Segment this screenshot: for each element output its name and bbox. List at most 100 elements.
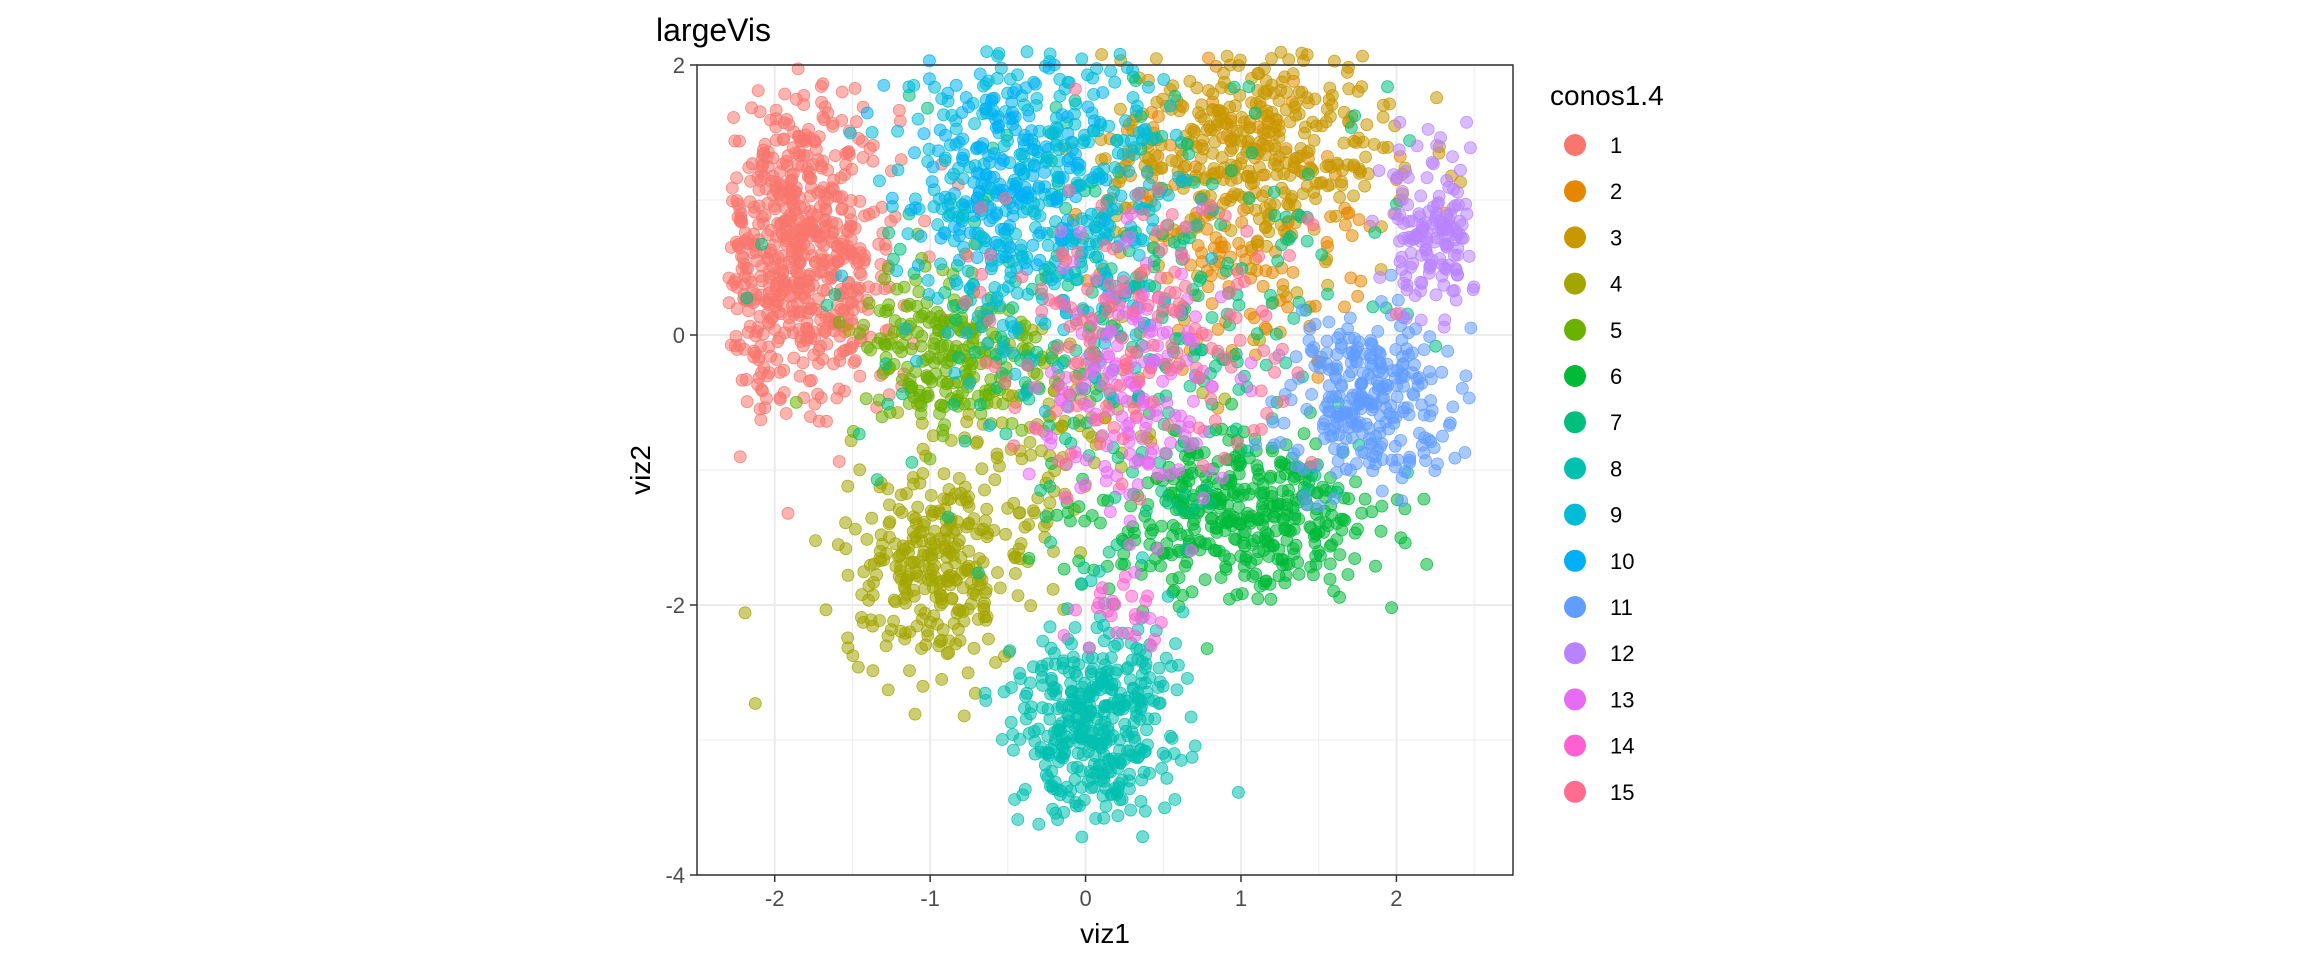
scatter-point [1156,374,1169,388]
legend-key-10 [1564,549,1586,572]
scatter-point [1172,170,1185,184]
scatter-point [1383,97,1396,111]
scatter-point [1064,301,1078,315]
scatter-point [1375,295,1388,308]
scatter-point [1201,280,1215,294]
plot-panel [696,45,1514,876]
scatter-point [1069,147,1082,161]
scatter-point [1400,342,1413,356]
scatter-point [1070,399,1084,413]
scatter-point [729,273,742,287]
scatter-point [1165,573,1179,586]
scatter-point [1464,141,1477,155]
scatter-point [1228,99,1242,113]
scatter-point [811,186,824,200]
scatter-point [1113,743,1126,757]
scatter-point [1115,773,1129,787]
scatter-point [1023,435,1037,449]
scatter-point [960,415,974,429]
scatter-point [987,91,1001,105]
scatter-point [1360,118,1374,132]
scatter-point [1460,207,1474,221]
scatter-point [997,222,1011,236]
scatter-point [851,660,865,674]
scatter-point [935,589,948,602]
scatter-point [1238,275,1251,288]
scatter-point [970,436,983,450]
scatter-point [1084,665,1098,679]
scatter-point [989,235,1002,249]
scatter-point [1114,756,1127,770]
scatter-point [1341,568,1355,581]
scatter-point [1247,534,1261,547]
scatter-point [1125,589,1139,603]
scatter-point [835,202,849,216]
scatter-point [857,318,870,332]
scatter-point [814,339,827,353]
scatter-point [891,124,904,138]
scatter-point [1277,284,1290,298]
scatter-point [1253,160,1266,174]
scatter-point [735,373,749,387]
scatter-point [1008,550,1022,564]
scatter-point [1204,512,1218,526]
scatter-point [1347,134,1361,148]
legend-key-6 [1564,365,1586,387]
scatter-point [1292,512,1305,526]
scatter-point [883,515,897,529]
scatter-point [1172,463,1185,477]
scatter-point [1007,743,1020,757]
scatter-point [993,299,1007,313]
scatter-point [1057,629,1071,642]
scatter-point [941,326,955,339]
scatter-point [1368,225,1382,239]
scatter-point [864,558,877,572]
scatter-point [789,395,803,409]
scatter-point [1307,133,1321,147]
scatter-point [1038,317,1052,331]
scatter-point [764,243,778,257]
scatter-point [1050,192,1063,206]
scatter-point [1026,238,1040,252]
scatter-point [1041,238,1055,252]
scatter-point [974,578,987,592]
legend-label-12: 12 [1610,641,1634,666]
scatter-point [1158,801,1171,815]
legend-key-14 [1564,734,1586,757]
scatter-point [1009,83,1023,96]
scatter-point [1275,456,1289,470]
scatter-point [1111,809,1125,823]
scatter-point [1268,209,1282,223]
scatter-point [1152,290,1166,304]
scatter-point [1095,259,1109,272]
scatter-point [911,112,925,126]
scatter-point [1276,513,1290,527]
scatter-point [983,170,997,184]
legend-label-3: 3 [1610,225,1622,250]
scatter-point [908,707,922,721]
scatter-point [881,303,895,317]
scatter-point [1033,253,1047,267]
scatter-point [1271,254,1285,268]
scatter-point [1075,52,1089,66]
scatter-point [993,581,1007,595]
scatter-point [1154,616,1168,629]
scatter-point [881,397,895,411]
scatter-point [1059,432,1072,446]
scatter-point [927,609,941,623]
scatter-point [1146,442,1159,456]
scatter-point [981,337,994,351]
scatter-point [938,227,952,241]
scatter-point [879,357,893,371]
scatter-point [753,402,767,416]
scatter-point [933,532,947,546]
scatter-point [1282,198,1296,212]
scatter-point [1352,213,1366,227]
scatter-point [1056,419,1069,433]
x-tick-label: -1 [920,886,940,911]
scatter-point [774,216,788,230]
scatter-point [898,632,912,646]
scatter-point [974,201,988,215]
